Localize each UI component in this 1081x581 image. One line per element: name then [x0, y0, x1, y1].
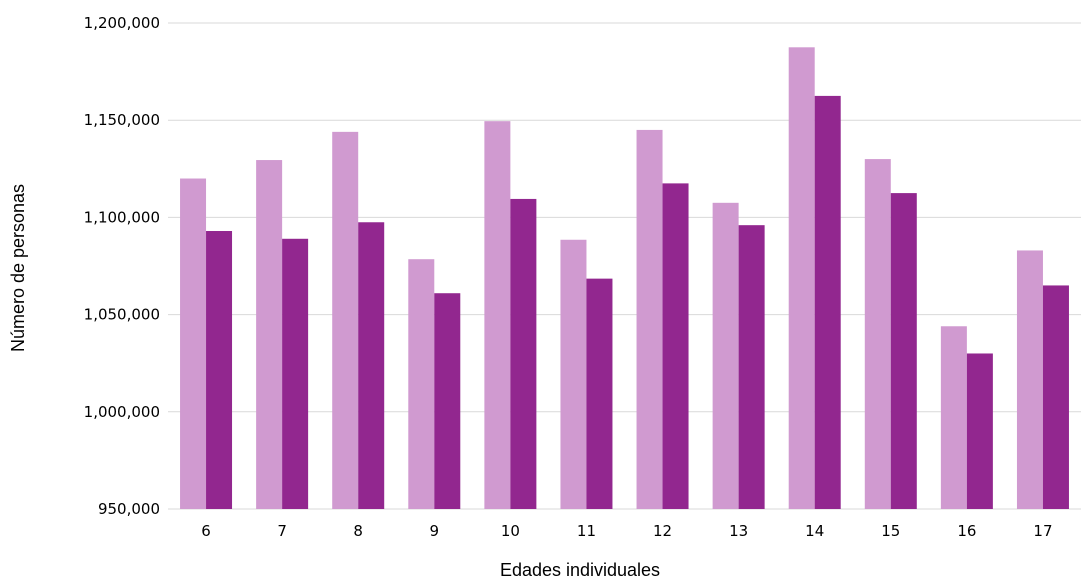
bar-series-2-age-10 [510, 198, 537, 509]
bar-series-2-age-11 [586, 278, 613, 509]
bar-series-2-age-8 [358, 222, 385, 509]
bar-series-2-age-15 [890, 193, 917, 509]
y-axis-title: Número de personas [8, 184, 28, 352]
x-tick-label: 6 [201, 522, 211, 540]
bar-series-2-age-9 [434, 293, 461, 509]
bar-series-1-age-14 [788, 47, 815, 510]
x-tick-label: 13 [729, 522, 748, 540]
bar-series-2-age-13 [738, 225, 765, 509]
bar-series-1-age-9 [408, 259, 435, 509]
gridlines [168, 22, 1081, 510]
x-tick-label: 11 [577, 522, 596, 540]
x-tick-label: 10 [501, 522, 520, 540]
bar-series-1-age-6 [180, 178, 207, 509]
x-tick-label: 15 [881, 522, 900, 540]
bar-series-1-age-16 [940, 326, 967, 509]
bar-series-1-age-15 [864, 159, 891, 509]
x-tick-label: 14 [805, 522, 824, 540]
y-tick-label: 1,100,000 [84, 208, 160, 226]
bar-series-1-age-12 [636, 129, 663, 510]
x-tick-label: 12 [653, 522, 672, 540]
bars [180, 47, 1069, 510]
x-tick-label: 16 [957, 522, 976, 540]
bar-series-2-age-17 [1042, 285, 1069, 509]
bar-series-1-age-10 [484, 121, 511, 509]
bar-series-1-age-8 [332, 131, 359, 509]
bar-series-2-age-6 [206, 231, 233, 509]
y-tick-label: 1,050,000 [84, 306, 160, 324]
x-tick-label: 7 [277, 522, 287, 540]
bar-series-1-age-11 [560, 239, 587, 510]
bar-series-2-age-7 [282, 238, 309, 509]
x-tick-label: 9 [430, 522, 440, 540]
x-tick-label: 8 [353, 522, 363, 540]
y-tick-label: 1,000,000 [84, 403, 160, 421]
y-tick-label: 1,150,000 [84, 111, 160, 129]
bar-series-2-age-12 [662, 183, 689, 509]
x-axis-ticks: 6 7 8 9 10 11 12 13 14 15 16 17 [201, 522, 1052, 540]
x-axis-title: Edades individuales [500, 560, 660, 580]
bar-series-1-age-13 [712, 202, 739, 509]
y-tick-label: 950,000 [98, 500, 160, 518]
bar-series-2-age-14 [814, 95, 841, 510]
y-tick-label: 1,200,000 [84, 14, 160, 32]
y-axis-ticks: 950,000 1,000,000 1,050,000 1,100,000 1,150,… [84, 14, 160, 518]
x-tick-label: 17 [1033, 522, 1052, 540]
bar-series-1-age-17 [1016, 250, 1043, 509]
bar-series-2-age-16 [966, 353, 993, 509]
bar-series-1-age-7 [256, 160, 283, 509]
